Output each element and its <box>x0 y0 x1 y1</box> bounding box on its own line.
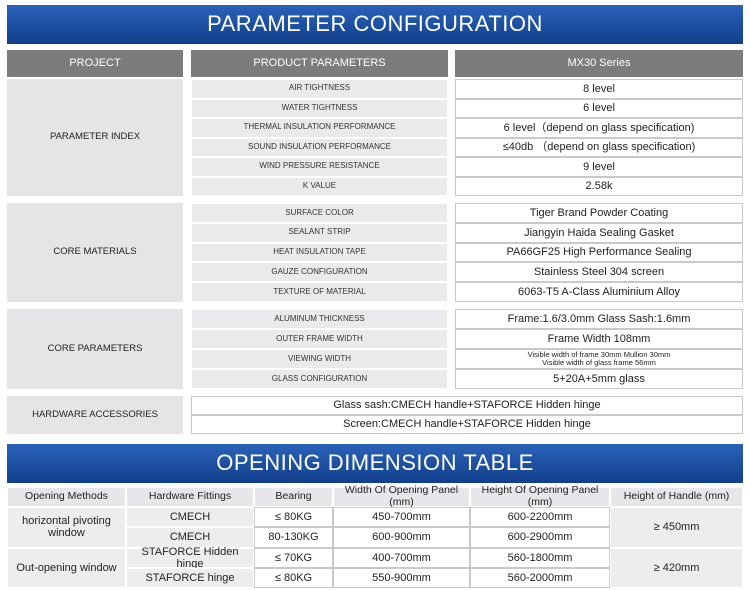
parameter-cell: GAUZE CONFIGURATION <box>191 262 448 283</box>
parameter-cell: OUTER FRAME WIDTH <box>191 329 448 349</box>
value-cell: ≤ 80KG <box>254 507 333 528</box>
parameter-cell: THERMAL INSULATION PERFORMANCE <box>191 118 448 138</box>
method-cell: Out-opening window <box>7 547 126 589</box>
section-title: PARAMETER CONFIGURATION <box>7 5 743 44</box>
method-cell: horizontal pivoting window <box>7 507 126 548</box>
column-header: PRODUCT PARAMETERS <box>191 50 448 77</box>
project-cell: CORE MATERIALS <box>7 203 183 302</box>
value-cell: 450-700mm <box>333 507 470 528</box>
parameter-cell: GLASS CONFIGURATION <box>191 369 448 389</box>
handle-cell: ≥ 450mm <box>610 507 743 548</box>
value-cell: Glass sash:CMECH handle+STAFORCE Hidden … <box>191 396 743 415</box>
value-cell: 6 level <box>455 98 743 118</box>
value-cell: 600-2200mm <box>470 507 610 528</box>
value-cell: Jiangyin Haida Sealing Gasket <box>455 222 743 243</box>
column-header: Bearing <box>254 487 333 507</box>
parameter-cell: WATER TIGHTNESS <box>191 98 448 118</box>
value-cell: Visible width of frame 30mm Mullion 30mm… <box>455 349 743 369</box>
value-cell: Tiger Brand Powder Coating <box>455 203 743 223</box>
value-cell: 6063-T5 A-Class Aluminium Alloy <box>455 282 743 302</box>
project-cell: HARDWARE ACCESSORIES <box>7 396 183 434</box>
column-header: Opening Methods <box>7 487 126 507</box>
parameter-cell: AIR TIGHTNESS <box>191 79 448 99</box>
column-header: Height of Handle (mm) <box>610 487 743 507</box>
parameter-cell: SOUND INSULATION PERFORMANCE <box>191 137 448 157</box>
value-cell: STAFORCE Hidden hinge <box>126 546 254 570</box>
parameter-cell: K VALUE <box>191 176 448 196</box>
value-cell: Frame:1.6/3.0mm Glass Sash:1.6mm <box>455 309 743 329</box>
column-header: Height Of Opening Panel (mm) <box>470 485 610 508</box>
value-cell: 550-900mm <box>333 567 470 589</box>
text-line: Visible width of glass frame 56mm <box>542 358 656 367</box>
text-line: Visible width of frame 30mm Mullion 30mm <box>527 349 671 359</box>
value-cell: 2.58k <box>455 176 743 196</box>
value-cell: STAFORCE hinge <box>126 567 254 589</box>
column-header: Width Of Opening Panel (mm) <box>333 485 470 508</box>
value-cell: 400-700mm <box>333 547 470 568</box>
value-cell: 600-2900mm <box>470 527 610 548</box>
project-cell: CORE PARAMETERS <box>7 309 183 389</box>
section-title: OPENING DIMENSION TABLE <box>7 444 743 483</box>
value-cell: Screen:CMECH handle+STAFORCE Hidden hing… <box>191 415 743 434</box>
value-cell: Stainless Steel 304 screen <box>455 262 743 283</box>
parameter-cell: TEXTURE OF MATERIAL <box>191 282 448 302</box>
parameter-cell: WIND PRESSURE RESISTANCE <box>191 157 448 177</box>
value-cell: ≤ 70KG <box>254 547 333 568</box>
value-cell: 8 level <box>455 79 743 99</box>
value-cell: 600-900mm <box>333 527 470 548</box>
value-cell: 80-130KG <box>254 527 333 548</box>
parameter-cell: SURFACE COLOR <box>191 203 448 223</box>
value-cell: 560-2000mm <box>470 567 610 589</box>
value-cell: 6 level（depend on glass specification) <box>455 118 743 138</box>
value-cell: 5+20A+5mm glass <box>455 369 743 389</box>
value-cell: ≤ 80KG <box>254 567 333 589</box>
handle-cell: ≥ 420mm <box>610 547 743 589</box>
value-cell: PA66GF25 High Performance Sealing <box>455 242 743 263</box>
parameter-cell: HEAT INSULATION TAPE <box>191 242 448 263</box>
value-cell: Frame Width 108mm <box>455 329 743 349</box>
parameter-cell: VIEWING WIDTH <box>191 349 448 369</box>
project-cell: PARAMETER INDEX <box>7 79 183 196</box>
value-cell: CMECH <box>126 527 254 548</box>
column-header: MX30 Series <box>455 50 743 77</box>
column-header: PROJECT <box>7 50 183 77</box>
parameter-cell: ALUMINUM THICKNESS <box>191 309 448 329</box>
value-cell: ≤40db （depend on glass specification) <box>455 137 743 157</box>
value-cell: 560-1800mm <box>470 547 610 568</box>
value-cell: CMECH <box>126 507 254 528</box>
value-cell: 9 level <box>455 157 743 177</box>
column-header: Hardware Fittings <box>126 487 254 507</box>
parameter-cell: SEALANT STRIP <box>191 222 448 243</box>
